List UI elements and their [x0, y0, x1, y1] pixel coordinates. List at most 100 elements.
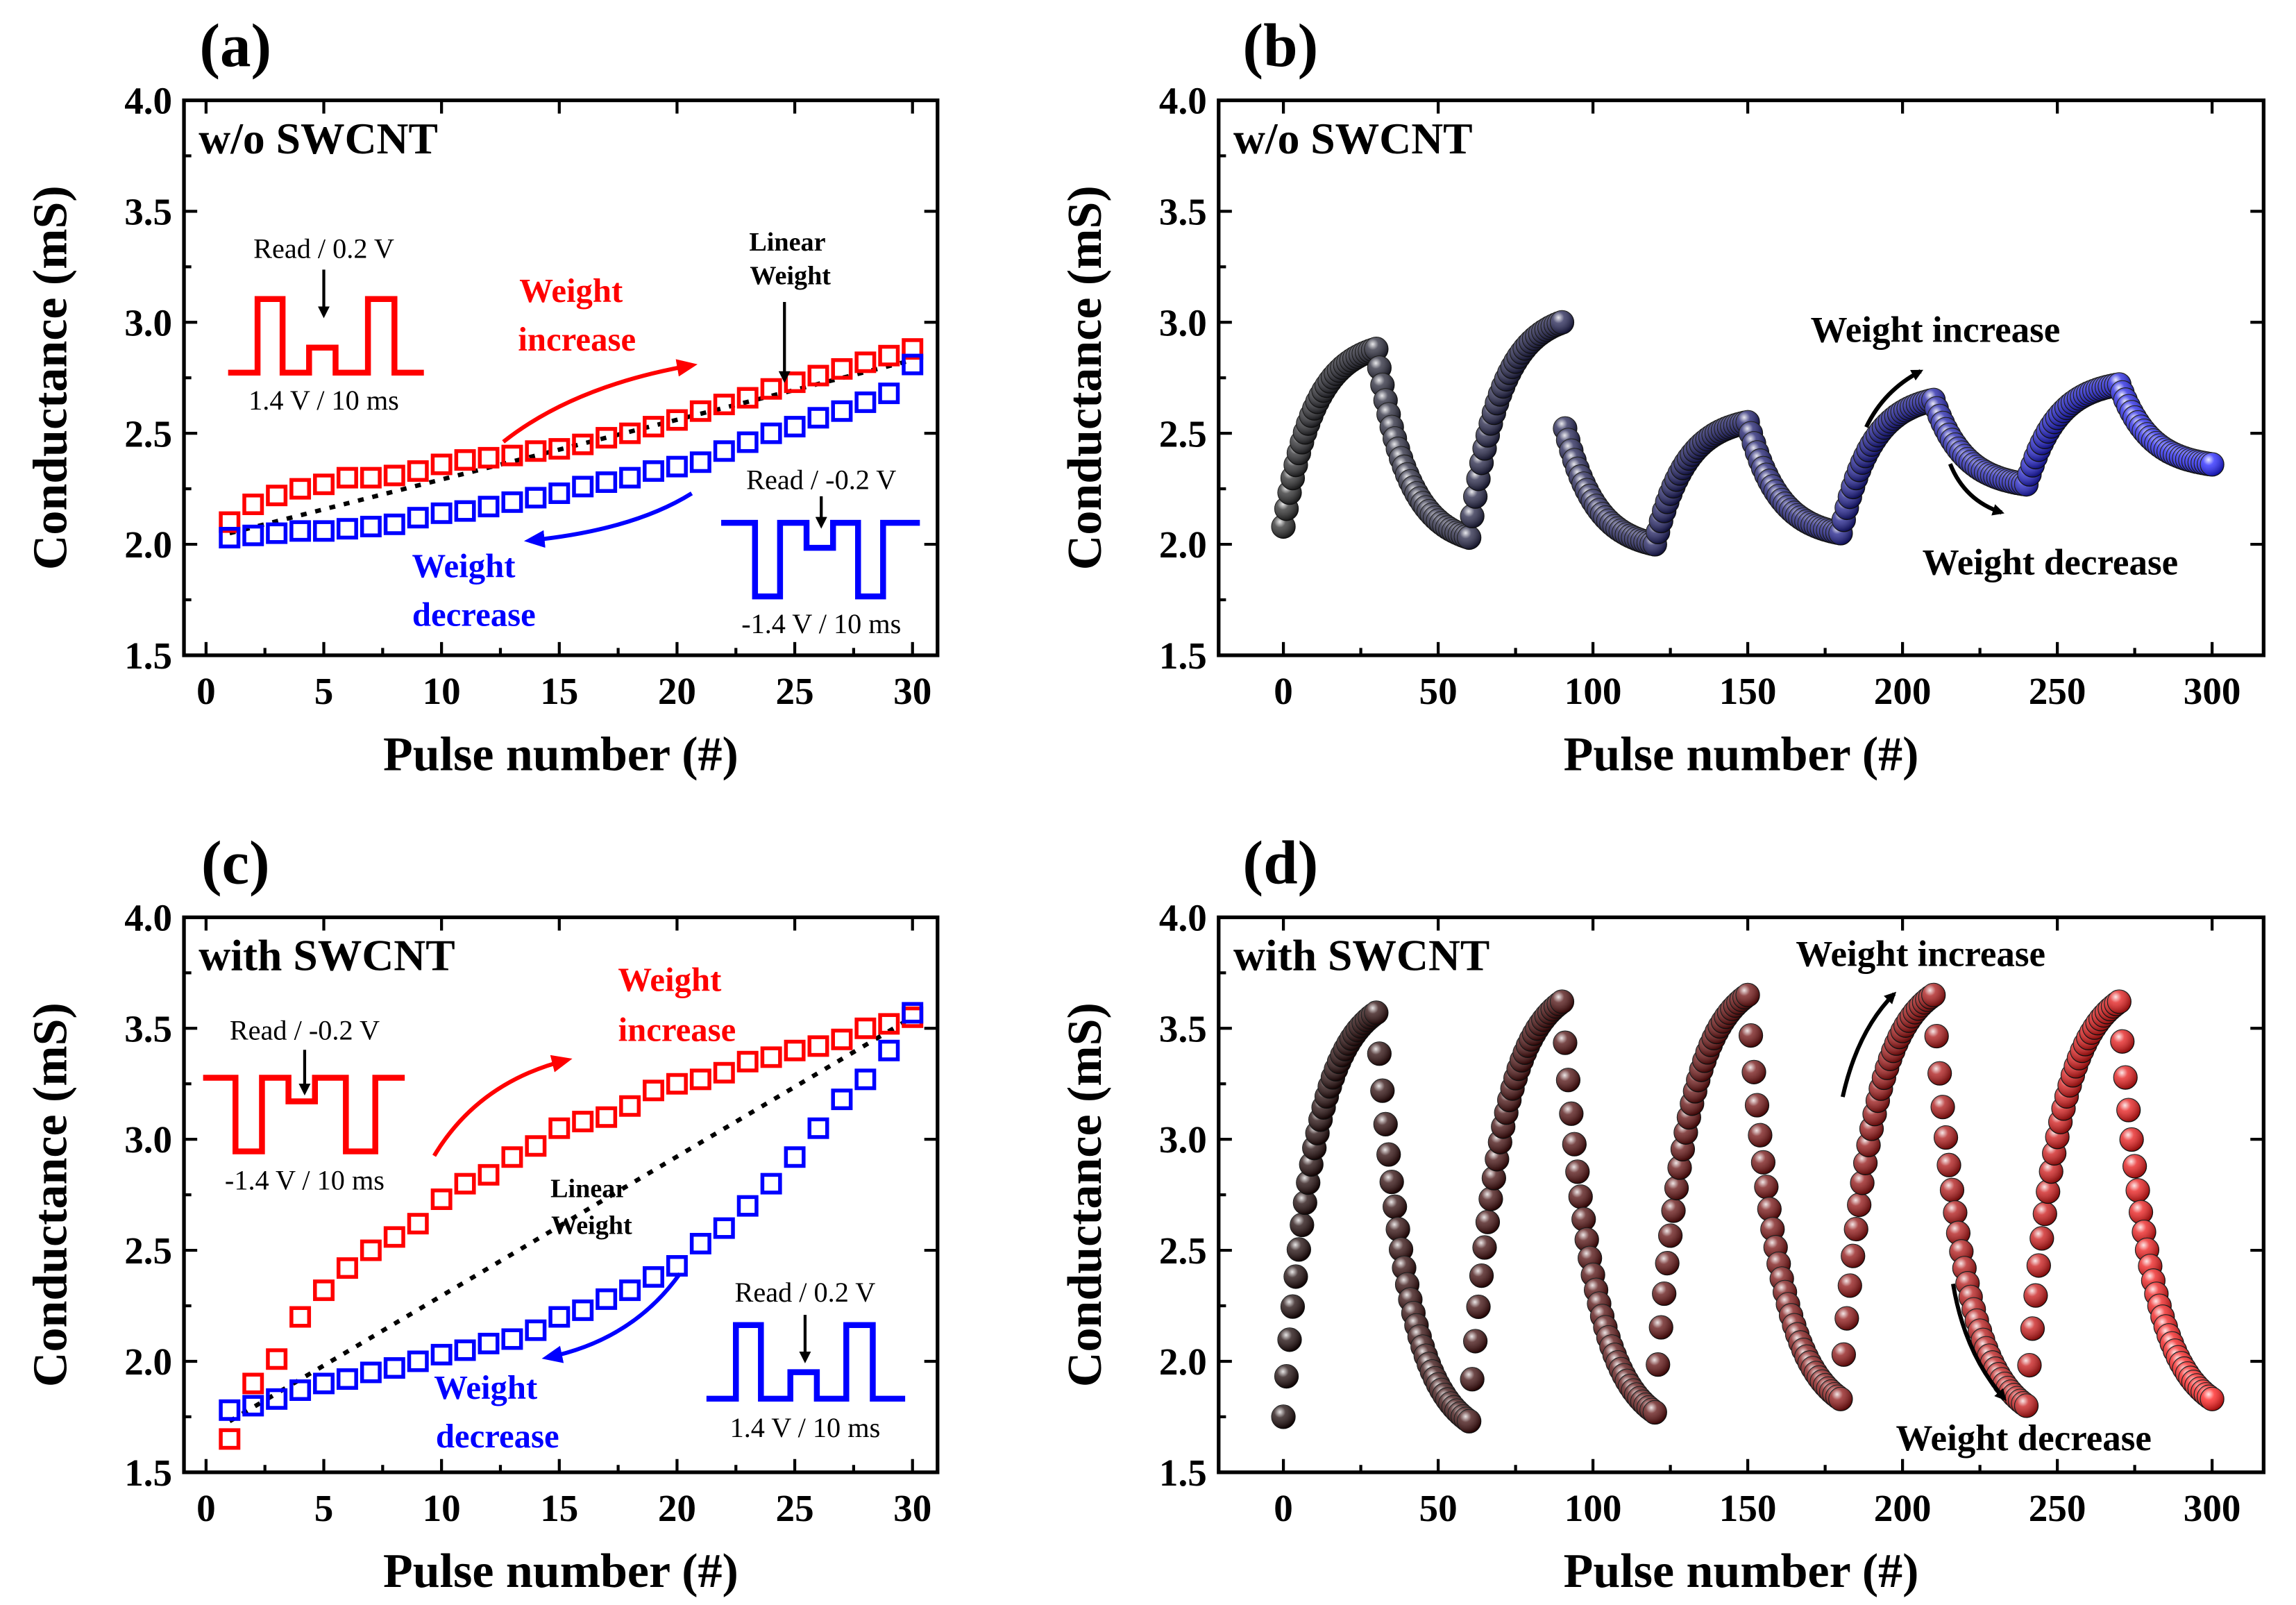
- data-point-highlight: [1281, 1295, 1305, 1319]
- data-point-highlight: [1571, 1207, 1596, 1232]
- data-point-highlight: [1272, 1404, 1296, 1429]
- data-point-square: [902, 1002, 924, 1024]
- data-point-highlight: [1550, 989, 1574, 1014]
- x-tick-label: 5: [314, 1487, 334, 1529]
- data-point-square: [784, 1146, 806, 1168]
- data-point-square: [478, 446, 500, 469]
- data-point-highlight: [1841, 1244, 1865, 1268]
- data-point-square: [689, 400, 711, 422]
- data-point-square: [596, 1288, 618, 1310]
- data-point-square: [878, 344, 900, 367]
- data-point-square: [643, 1079, 664, 1102]
- data-point-highlight: [2110, 1030, 2134, 1054]
- y-tick-label: 2.5: [1159, 412, 1207, 455]
- panel-letter: (d): [1242, 830, 1318, 898]
- data-point-highlight: [1838, 1273, 1862, 1297]
- data-point-square: [219, 1428, 241, 1450]
- data-point-highlight: [1463, 1329, 1487, 1353]
- pulse-waveform-depression: [721, 519, 920, 600]
- data-point-square: [689, 451, 711, 473]
- data-point-square: [831, 400, 853, 422]
- data-point-highlight: [1739, 1023, 1763, 1048]
- data-points: [1271, 310, 2225, 557]
- data-point-square: [666, 1254, 688, 1277]
- data-point-highlight: [1380, 1170, 1404, 1194]
- data-point-square: [854, 351, 877, 373]
- data-point-highlight: [2200, 1387, 2225, 1411]
- x-tick-label: 20: [658, 670, 696, 712]
- weight-increase-label: Weight: [519, 272, 623, 310]
- data-point-highlight: [1844, 1217, 1868, 1241]
- data-point-square: [619, 1279, 641, 1302]
- panel-letter: (b): [1242, 12, 1318, 81]
- series-weight-increase: [219, 1006, 924, 1450]
- data-point-square: [360, 1239, 382, 1261]
- panel-title: with SWCNT: [1233, 931, 1489, 980]
- data-point-square: [596, 427, 618, 449]
- data-point-square: [242, 1395, 264, 1417]
- data-point-square: [407, 460, 429, 482]
- data-point-square: [736, 387, 759, 409]
- data-point-square: [548, 482, 571, 504]
- data-point-highlight: [2120, 1127, 2144, 1152]
- data-point-square: [266, 522, 288, 544]
- x-tick-label: 100: [1564, 1487, 1622, 1529]
- data-point-highlight: [1565, 1159, 1589, 1184]
- read-voltage-label: Read / 0.2 V: [735, 1277, 876, 1308]
- y-axis-label: Conductance (mS): [24, 185, 77, 570]
- data-point-square: [831, 1028, 853, 1050]
- data-point-highlight: [1748, 1123, 1772, 1148]
- data-point-highlight: [2132, 1220, 2156, 1244]
- pulse-waveform-depression: [706, 1322, 906, 1402]
- series-weight-decrease: [219, 1002, 924, 1421]
- x-tick-label: 15: [540, 670, 578, 712]
- data-point-square: [242, 494, 264, 515]
- data-point-highlight: [1569, 1184, 1593, 1209]
- x-tick-label: 25: [776, 670, 814, 712]
- data-point-square: [643, 1266, 664, 1288]
- data-point-highlight: [1832, 1343, 1856, 1367]
- data-point-square: [336, 1257, 358, 1279]
- data-point-highlight: [2107, 989, 2132, 1014]
- y-axis-label: Conductance (mS): [1058, 185, 1112, 570]
- panel-letter: (a): [199, 12, 271, 81]
- data-point-highlight: [1296, 1170, 1320, 1195]
- data-point-square: [784, 416, 806, 438]
- data-point-highlight: [1943, 1200, 1967, 1225]
- data-point-highlight: [1934, 1125, 1958, 1150]
- data-point-square: [313, 1372, 335, 1395]
- data-point-square: [643, 460, 664, 482]
- data-point-highlight: [1751, 1150, 1775, 1175]
- data-point-square: [266, 485, 288, 507]
- data-point-highlight: [1473, 1236, 1496, 1259]
- data-point-square: [760, 422, 782, 444]
- data-point-highlight: [1742, 1060, 1766, 1084]
- data-point-highlight: [1482, 1166, 1506, 1191]
- data-point-highlight: [1290, 1213, 1314, 1237]
- data-point-highlight: [1386, 1217, 1410, 1241]
- data-point-highlight: [1278, 1327, 1301, 1352]
- data-point-highlight: [1652, 1282, 1676, 1306]
- x-axis-label: Pulse number (#): [383, 1545, 738, 1598]
- data-point-highlight: [1649, 1316, 1673, 1340]
- linear-weight-label: Linear: [749, 228, 825, 257]
- data-point-highlight: [2116, 1098, 2141, 1123]
- data-point-highlight: [2033, 1202, 2057, 1226]
- data-point-highlight: [1364, 337, 1388, 361]
- data-point-square: [689, 1068, 711, 1091]
- data-point-square: [383, 513, 405, 535]
- data-point-highlight: [2023, 1284, 2048, 1308]
- data-point-highlight: [1927, 1061, 1952, 1086]
- series-weight-increase: [219, 338, 924, 533]
- data-point-square: [572, 1299, 594, 1321]
- data-point-square: [336, 1368, 358, 1390]
- data-point-highlight: [1668, 1156, 1691, 1180]
- data-point-highlight: [1457, 1409, 1481, 1434]
- data-point-square: [407, 1213, 429, 1235]
- data-point-highlight: [1931, 1095, 1955, 1119]
- x-tick-label: 0: [196, 1487, 216, 1529]
- y-tick-label: 2.0: [1159, 1341, 1207, 1383]
- data-point-square: [784, 1039, 806, 1061]
- plot-frame: [182, 98, 940, 657]
- data-point-highlight: [2039, 1159, 2063, 1184]
